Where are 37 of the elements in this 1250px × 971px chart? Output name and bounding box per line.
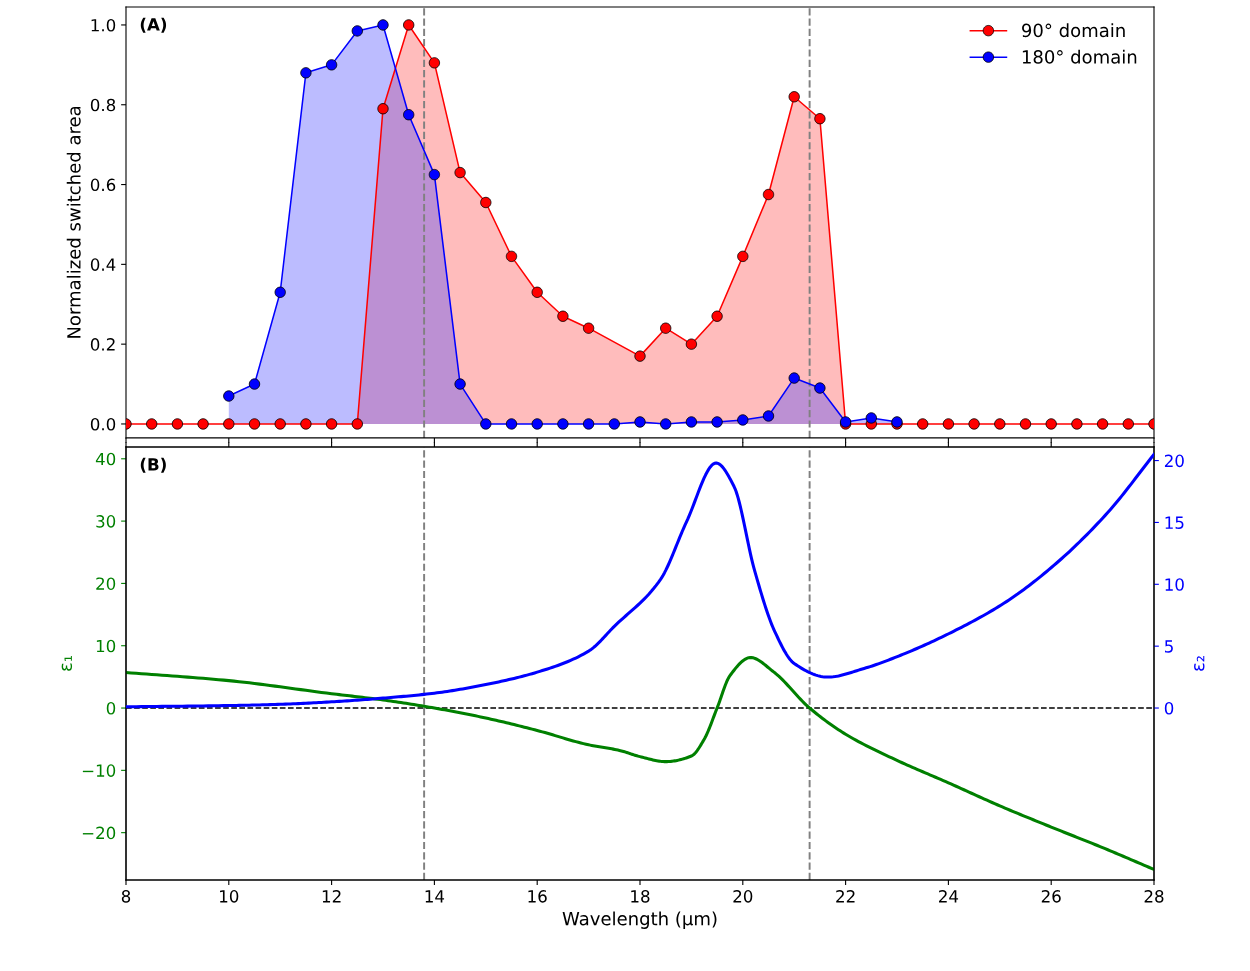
x-tick-label: 18 [631, 890, 650, 903]
y-tick-label: 40 [95, 452, 116, 466]
y-tick-label: 20 [96, 577, 116, 590]
x-tick-label: 16 [528, 890, 547, 903]
x-tick-label: 26 [1041, 890, 1061, 903]
y-tick-label: 1.0 [91, 18, 116, 32]
y-tick-label: 0.2 [90, 338, 115, 351]
y2-tick-label: 0 [1164, 701, 1174, 715]
x-tick-label: 28 [1144, 890, 1164, 903]
y2-axis-title: ε₂ [1194, 656, 1205, 671]
x-tick-label: 8 [121, 890, 131, 903]
y-tick-label: 30 [96, 515, 116, 528]
x-tick-label: 24 [939, 890, 959, 903]
y2-tick-label: 10 [1165, 578, 1184, 591]
annotation: (A) [140, 17, 167, 33]
y-tick-label: 0.6 [90, 178, 116, 192]
x-tick-label: 22 [836, 890, 855, 903]
y-tick-label: 10 [96, 639, 116, 653]
y-axis-title: ε₁ [61, 655, 73, 671]
x-tick-label: 10 [220, 890, 239, 903]
legend-label: 90° domain [1022, 23, 1125, 38]
y-tick-label: 0.0 [90, 417, 116, 431]
y-tick-label: 0 [106, 702, 116, 715]
y2-tick-label: 20 [1164, 454, 1184, 468]
y-tick-label: −10 [82, 764, 116, 777]
y2-tick-label: 15 [1165, 516, 1184, 529]
y-tick-label: 0.8 [90, 98, 116, 112]
annotation: (B) [140, 457, 166, 473]
x-tick-label: 20 [733, 890, 753, 903]
legend-label: 180° domain [1022, 49, 1137, 64]
y-axis-title: Normalized switched area [66, 106, 81, 338]
x-tick-label: 14 [425, 890, 445, 903]
y-tick-label: 0.4 [90, 258, 116, 271]
x-axis-title: Wavelength (μm) [562, 911, 717, 929]
x-tick-label: 12 [322, 890, 341, 903]
y2-tick-label: 5 [1165, 640, 1173, 653]
y-tick-label: −20 [82, 826, 116, 840]
